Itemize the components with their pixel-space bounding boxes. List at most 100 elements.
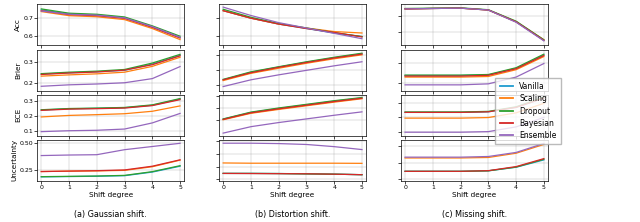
Vanilla — [540, 39, 548, 42]
Ensemble — [303, 143, 310, 146]
Bayesian — [38, 170, 45, 173]
Vanilla — [176, 165, 184, 168]
Ensemble — [457, 7, 465, 10]
Line: Vanilla: Vanilla — [405, 8, 544, 40]
Vanilla — [65, 13, 73, 15]
Dropout — [303, 27, 310, 29]
Bayesian — [512, 165, 520, 168]
Scaling — [220, 162, 227, 164]
Dropout — [176, 35, 184, 38]
Line: Vanilla: Vanilla — [405, 98, 544, 112]
Vanilla — [303, 61, 310, 63]
Dropout — [247, 111, 255, 113]
Ensemble — [275, 142, 282, 145]
Ensemble — [65, 154, 73, 156]
Ensemble — [275, 73, 282, 76]
Scaling — [93, 113, 100, 116]
Vanilla — [247, 172, 255, 175]
Vanilla — [303, 27, 310, 30]
Dropout — [358, 35, 366, 38]
Line: Dropout: Dropout — [42, 9, 180, 36]
Line: Ensemble: Ensemble — [42, 67, 180, 86]
Ensemble — [330, 65, 338, 67]
Line: Scaling: Scaling — [405, 57, 544, 77]
Dropout — [121, 68, 129, 71]
Vanilla — [512, 106, 520, 109]
Ensemble — [401, 83, 409, 86]
Vanilla — [121, 69, 129, 72]
Dropout — [540, 38, 548, 41]
Dropout — [176, 97, 184, 100]
Vanilla — [484, 73, 492, 76]
Line: Vanilla: Vanilla — [223, 173, 362, 175]
Bayesian — [429, 170, 436, 173]
Ensemble — [220, 85, 227, 88]
Scaling — [330, 57, 338, 60]
Line: Vanilla: Vanilla — [223, 98, 362, 119]
Ensemble — [303, 69, 310, 72]
Dropout — [330, 56, 338, 59]
Dropout — [484, 8, 492, 11]
Scaling — [358, 54, 366, 56]
Line: Ensemble: Ensemble — [223, 112, 362, 133]
Line: Dropout: Dropout — [223, 9, 362, 37]
Dropout — [512, 105, 520, 108]
Dropout — [303, 103, 310, 106]
Dropout — [38, 175, 45, 178]
Scaling — [247, 162, 255, 165]
Line: Ensemble: Ensemble — [405, 63, 544, 85]
Dropout — [247, 71, 255, 73]
Dropout — [93, 175, 100, 177]
Ensemble — [38, 85, 45, 88]
X-axis label: Shift degree: Shift degree — [271, 192, 315, 198]
Ensemble — [540, 40, 548, 42]
Line: Bayesian: Bayesian — [42, 11, 180, 38]
Vanilla — [429, 7, 436, 10]
Scaling — [540, 55, 548, 58]
Dropout — [358, 96, 366, 99]
Line: Bayesian: Bayesian — [223, 54, 362, 80]
Line: Vanilla: Vanilla — [223, 11, 362, 37]
Y-axis label: Uncertainty: Uncertainty — [12, 139, 17, 181]
Text: (c) Missing shift.: (c) Missing shift. — [442, 210, 507, 220]
Bayesian — [540, 39, 548, 42]
Dropout — [303, 172, 310, 175]
Scaling — [512, 68, 520, 71]
Vanilla — [247, 71, 255, 74]
Scaling — [457, 76, 465, 78]
Scaling — [457, 7, 465, 10]
Vanilla — [540, 159, 548, 161]
Scaling — [93, 170, 100, 172]
Bayesian — [512, 67, 520, 70]
Bayesian — [358, 36, 366, 38]
Bayesian — [484, 9, 492, 11]
Bayesian — [429, 75, 436, 77]
Vanilla — [330, 56, 338, 59]
Scaling — [220, 79, 227, 82]
Dropout — [275, 172, 282, 175]
Line: Scaling: Scaling — [42, 12, 180, 40]
Vanilla — [65, 107, 73, 110]
Dropout — [401, 170, 409, 173]
Line: Scaling: Scaling — [405, 145, 544, 158]
Scaling — [457, 117, 465, 119]
Vanilla — [93, 175, 100, 178]
Scaling — [330, 162, 338, 165]
Ensemble — [93, 14, 100, 16]
Y-axis label: ECE: ECE — [15, 108, 21, 122]
Vanilla — [457, 111, 465, 114]
Scaling — [93, 73, 100, 75]
Ensemble — [176, 65, 184, 68]
Vanilla — [457, 74, 465, 77]
Scaling — [303, 62, 310, 65]
Vanilla — [330, 173, 338, 176]
Ensemble — [429, 83, 436, 86]
Bayesian — [275, 23, 282, 25]
Vanilla — [540, 54, 548, 56]
Vanilla — [457, 170, 465, 173]
Ensemble — [484, 130, 492, 133]
Bayesian — [303, 61, 310, 64]
Ensemble — [275, 21, 282, 24]
Vanilla — [358, 97, 366, 99]
Line: Dropout: Dropout — [405, 54, 544, 75]
